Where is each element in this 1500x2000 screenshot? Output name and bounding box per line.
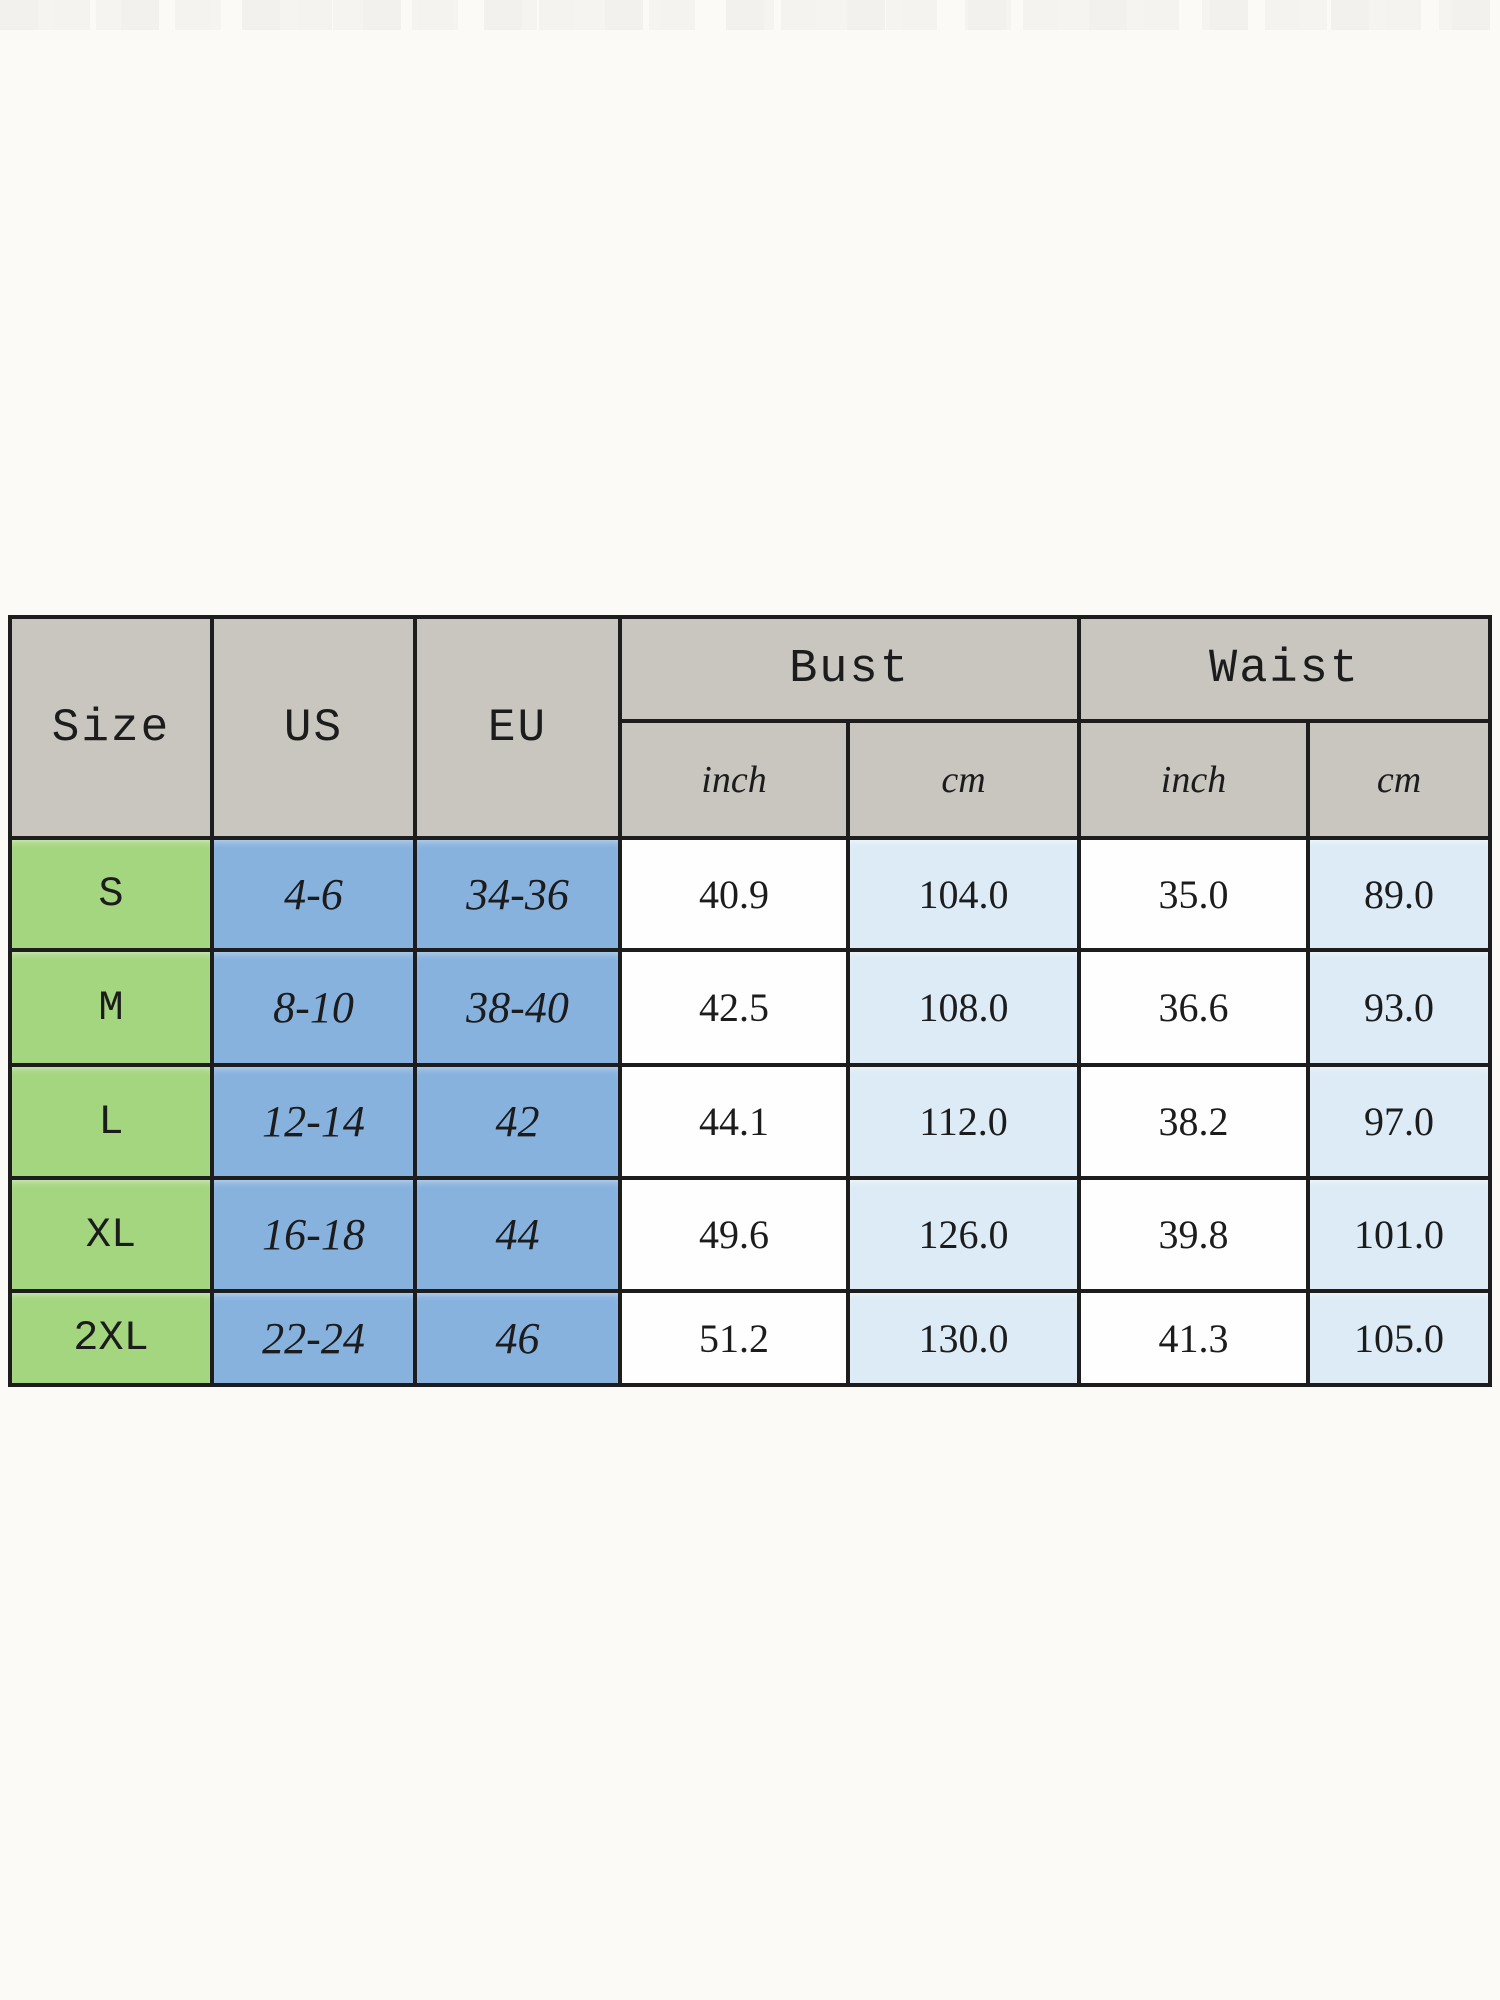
waist-inch-cell: 38.2 <box>1081 1067 1306 1176</box>
bust-cm-cell: 112.0 <box>850 1067 1077 1176</box>
size-chart-table: Size US EU Bust Waist inch cm inch cm S … <box>8 615 1492 1387</box>
bust-inch-cell: 49.6 <box>622 1180 846 1289</box>
eu-cell: 46 <box>417 1293 618 1383</box>
waist-inch-cell: 36.6 <box>1081 952 1306 1063</box>
header-us: US <box>214 619 413 836</box>
us-cell: 16-18 <box>214 1180 413 1289</box>
eu-cell: 42 <box>417 1067 618 1176</box>
header-size: Size <box>12 619 210 836</box>
waist-cm-cell: 97.0 <box>1310 1067 1488 1176</box>
waist-cm-cell: 89.0 <box>1310 840 1488 948</box>
waist-cm-cell: 93.0 <box>1310 952 1488 1063</box>
us-cell: 4-6 <box>214 840 413 948</box>
header-bust-inch: inch <box>622 723 846 836</box>
us-cell: 12-14 <box>214 1067 413 1176</box>
size-cell: M <box>12 952 210 1063</box>
header-bust-cm: cm <box>850 723 1077 836</box>
bust-inch-cell: 40.9 <box>622 840 846 948</box>
waist-inch-cell: 35.0 <box>1081 840 1306 948</box>
header-waist-cm: cm <box>1310 723 1488 836</box>
waist-cm-cell: 101.0 <box>1310 1180 1488 1289</box>
eu-cell: 44 <box>417 1180 618 1289</box>
header-waist-inch: inch <box>1081 723 1306 836</box>
size-cell: 2XL <box>12 1293 210 1383</box>
eu-cell: 34-36 <box>417 840 618 948</box>
bust-cm-cell: 108.0 <box>850 952 1077 1063</box>
bust-inch-cell: 51.2 <box>622 1293 846 1383</box>
bust-cm-cell: 104.0 <box>850 840 1077 948</box>
header-eu: EU <box>417 619 618 836</box>
waist-inch-cell: 39.8 <box>1081 1180 1306 1289</box>
bust-inch-cell: 42.5 <box>622 952 846 1063</box>
eu-cell: 38-40 <box>417 952 618 1063</box>
top-artifact-strip <box>0 0 1500 30</box>
us-cell: 22-24 <box>214 1293 413 1383</box>
header-waist-group: Waist <box>1081 619 1488 719</box>
size-cell: S <box>12 840 210 948</box>
bust-cm-cell: 130.0 <box>850 1293 1077 1383</box>
us-cell: 8-10 <box>214 952 413 1063</box>
bust-inch-cell: 44.1 <box>622 1067 846 1176</box>
header-bust-group: Bust <box>622 619 1077 719</box>
waist-cm-cell: 105.0 <box>1310 1293 1488 1383</box>
size-cell: XL <box>12 1180 210 1289</box>
waist-inch-cell: 41.3 <box>1081 1293 1306 1383</box>
size-cell: L <box>12 1067 210 1176</box>
bust-cm-cell: 126.0 <box>850 1180 1077 1289</box>
